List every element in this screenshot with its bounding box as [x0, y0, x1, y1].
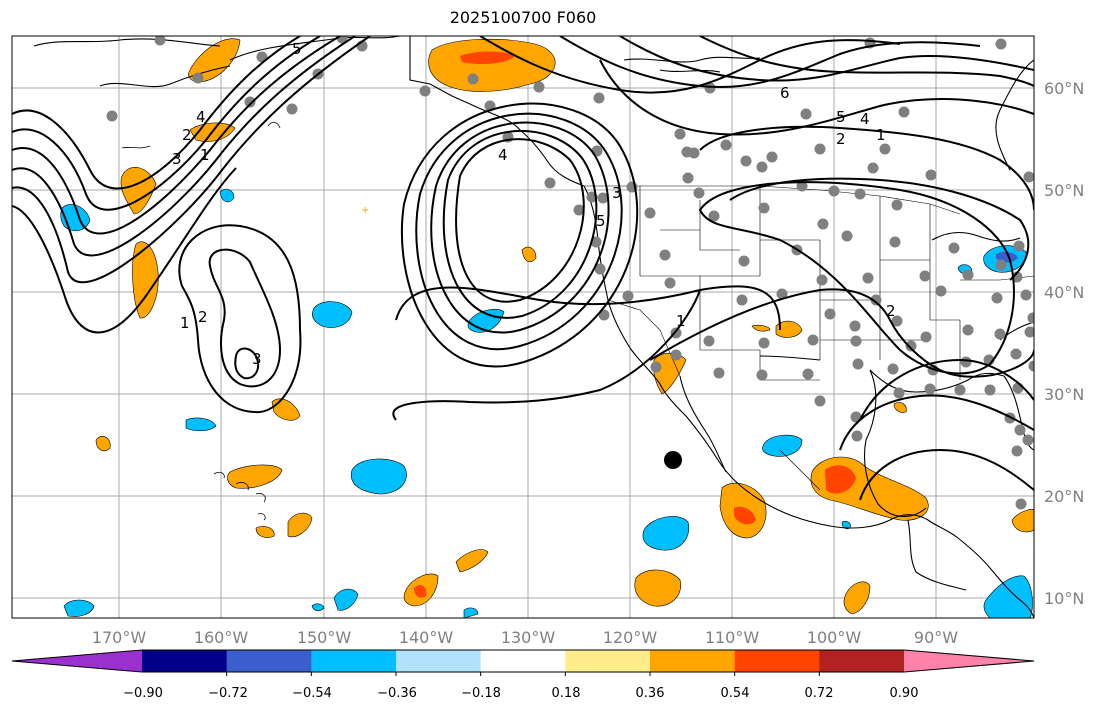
colorbar-swatch	[311, 650, 397, 672]
svg-text:1: 1	[200, 146, 210, 164]
islands	[121, 122, 281, 521]
colorbar-swatch	[226, 650, 312, 672]
colorbar-tick-label: −0.36	[377, 686, 417, 701]
svg-text:1: 1	[180, 314, 190, 332]
svg-text:3: 3	[252, 350, 262, 368]
colorbar-swatch	[480, 650, 566, 672]
svg-text:2: 2	[182, 126, 192, 144]
coastlines	[33, 36, 1034, 618]
svg-text:2: 2	[836, 130, 846, 148]
svg-text:2: 2	[198, 308, 208, 326]
lat-label: 60°N	[1044, 79, 1084, 98]
lon-label: 110°W	[705, 628, 760, 647]
lat-label: 20°N	[1044, 487, 1084, 506]
svg-text:4: 4	[196, 108, 206, 126]
colorbar-tick-label: −0.54	[292, 686, 332, 701]
svg-text:3: 3	[612, 184, 622, 202]
contour-lines	[12, 36, 1034, 501]
svg-text:1: 1	[876, 126, 886, 144]
colorbar-labels: −0.90 −0.72 −0.54 −0.36 −0.18 0.18 0.36 …	[123, 686, 918, 701]
svg-text:4: 4	[498, 146, 508, 164]
svg-text:1: 1	[676, 312, 686, 330]
latitude-labels: 10°N 20°N 30°N 40°N 50°N 60°N	[1044, 79, 1084, 608]
lat-label: 10°N	[1044, 589, 1084, 608]
longitude-labels: 170°W 160°W 150°W 140°W 130°W 120°W 110°…	[92, 628, 958, 647]
colorbar-tick-label: −0.72	[208, 686, 248, 701]
plot-frame	[11, 35, 1035, 619]
lon-label: 140°W	[399, 628, 454, 647]
colorbar-extend-min	[12, 650, 142, 672]
colorbar-swatch	[650, 650, 736, 672]
small-plus-marker: +	[361, 205, 369, 216]
colorbar-tick-label: 0.90	[890, 686, 919, 701]
svg-text:3: 3	[172, 150, 182, 168]
map-title: 2025100700 F060	[449, 8, 597, 27]
svg-text:4: 4	[860, 110, 870, 128]
negative-shading	[60, 188, 1033, 618]
svg-text:6: 6	[780, 84, 790, 102]
lon-label: 120°W	[603, 628, 658, 647]
colorbar-tick-label: 0.18	[552, 686, 581, 701]
colorbar-swatch	[734, 650, 820, 672]
colorbar-tick-label: −0.18	[461, 686, 501, 701]
lat-label: 30°N	[1044, 385, 1084, 404]
lon-label: 150°W	[297, 628, 352, 647]
colorbar-swatch	[396, 650, 482, 672]
lon-label: 100°W	[807, 628, 862, 647]
storm-center-marker	[664, 451, 682, 469]
svg-text:5: 5	[292, 40, 302, 58]
colorbar-extend-max	[904, 650, 1034, 672]
svg-text:2: 2	[886, 302, 896, 320]
lat-label: 50°N	[1044, 181, 1084, 200]
colorbar-tick-label: 0.72	[805, 686, 834, 701]
lon-label: 130°W	[501, 628, 556, 647]
contour-labels: 5 4 2 3 1 1 2 3 5 3 1 6 5 4 2 1 2 4	[172, 40, 896, 368]
graticule	[12, 36, 1034, 618]
colorbar-swatch	[142, 650, 228, 672]
positive-shading-strong	[414, 51, 856, 598]
colorbar	[11, 649, 1035, 676]
colorbar-tick-label: −0.90	[123, 686, 163, 701]
colorbar-tick-label: 0.36	[636, 686, 665, 701]
lat-label: 40°N	[1044, 283, 1084, 302]
svg-text:5: 5	[596, 212, 606, 230]
station-dots	[106, 36, 1034, 510]
colorbar-tick-label: 0.54	[721, 686, 750, 701]
lon-label: 90°W	[914, 628, 958, 647]
lon-label: 170°W	[92, 628, 147, 647]
colorbar-swatch	[565, 650, 651, 672]
colorbar-outline	[11, 649, 1035, 673]
political-borders	[409, 36, 1034, 491]
colorbar-swatch	[819, 650, 905, 672]
svg-text:5: 5	[836, 108, 846, 126]
lon-label: 160°W	[194, 628, 249, 647]
